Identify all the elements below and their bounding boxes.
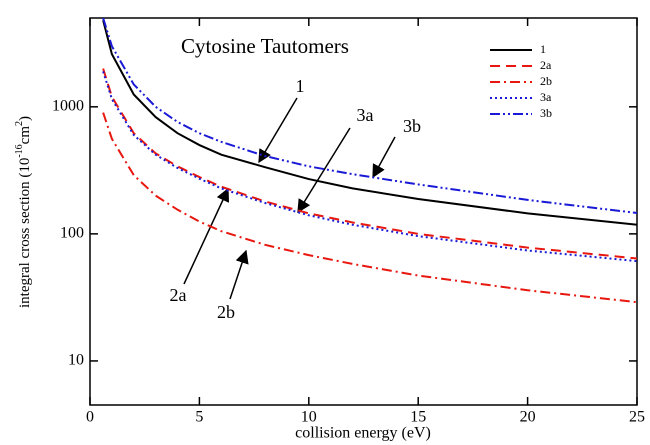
x-tick-label: 25 — [629, 409, 645, 426]
x-tick-label: 20 — [520, 409, 536, 426]
plot-frame — [89, 17, 638, 406]
legend-label: 3b — [540, 106, 552, 120]
plot-lines — [102, 18, 637, 304]
legend-label: 3a — [540, 90, 552, 104]
line-series — [102, 71, 637, 263]
legend-label: 2b — [540, 74, 552, 88]
line-series — [102, 68, 637, 260]
x-axis-label: collision energy (eV) — [295, 425, 431, 442]
x-tick-label: 15 — [410, 409, 426, 426]
x-tick-label: 10 — [301, 409, 317, 426]
legend-label: 1 — [540, 42, 546, 56]
annotation-arrows — [183, 97, 396, 300]
annotation: 2a — [170, 285, 187, 305]
y-label-unit: cm — [17, 126, 33, 145]
y-label-exp: -16 — [14, 144, 25, 157]
y-label-unit-exp: 2 — [14, 121, 25, 126]
annotation: 1 — [296, 76, 305, 96]
line-series — [102, 20, 637, 226]
y-label-text: integral cross section (10 — [17, 158, 33, 308]
y-tick-label: 100 — [60, 225, 84, 242]
annotation: 2b — [217, 302, 235, 322]
y-axis-label: integral cross section (10-16cm2) — [14, 116, 33, 308]
annotation: 3a — [357, 105, 374, 125]
annotation: 3b — [403, 116, 421, 136]
y-label-close: ) — [17, 116, 33, 121]
chart-title: Cytosine Tautomers — [181, 34, 349, 58]
line-series — [102, 112, 637, 304]
line-series — [102, 18, 637, 214]
x-tick-label: 5 — [195, 409, 203, 426]
x-tick-label: 0 — [86, 409, 94, 426]
y-tick-label: 10 — [68, 352, 84, 369]
y-tick-label: 1000 — [52, 97, 84, 114]
legend-label: 2a — [540, 58, 552, 72]
